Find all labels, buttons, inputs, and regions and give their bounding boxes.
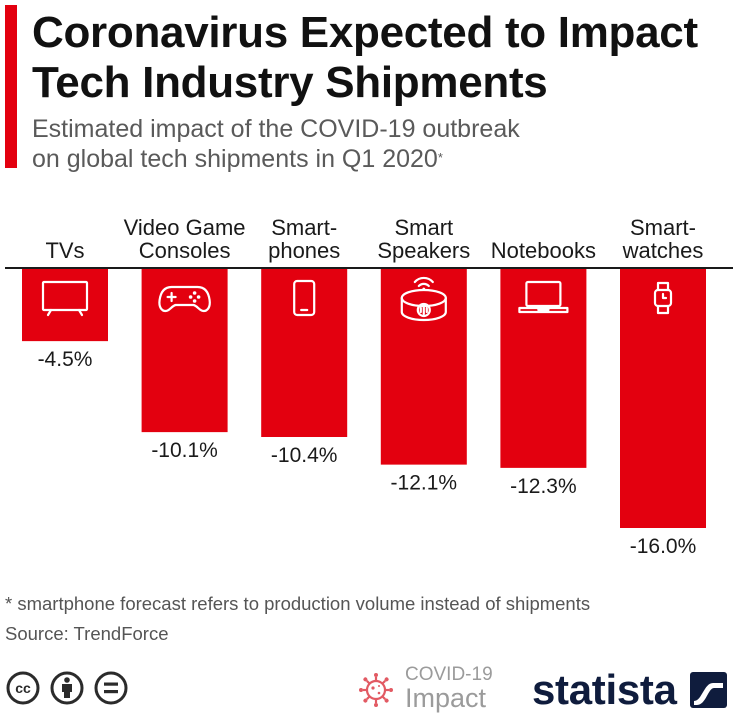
value-label: -12.3% <box>510 475 577 498</box>
bar <box>620 268 706 528</box>
chart-subtitle-text: on global tech shipments in Q1 2020 <box>32 145 438 173</box>
laptop-icon <box>518 280 569 314</box>
chart-title: Coronavirus Expected to Impact Tech Indu… <box>32 8 698 108</box>
bar <box>500 268 587 468</box>
category-label: watches <box>622 238 704 263</box>
chart-subtitle-line: Estimated impact of the COVID-19 outbrea… <box>32 115 520 143</box>
category-label: TVs <box>45 238 84 263</box>
gamepad-icon <box>158 285 211 313</box>
value-label: -10.4% <box>271 444 338 467</box>
category-label: Video Game <box>124 215 246 240</box>
no-derivatives-icon <box>94 671 128 705</box>
value-label: -12.1% <box>391 472 458 495</box>
statista-logo-icon <box>690 672 727 708</box>
category-label: Consoles <box>139 238 231 263</box>
bar <box>380 268 467 465</box>
category-label: Notebooks <box>491 238 596 263</box>
smartphone-icon <box>293 279 316 317</box>
tv-icon <box>41 280 89 317</box>
smartwatch-icon <box>653 281 673 315</box>
chart-title-line: Coronavirus Expected to Impact <box>32 8 698 57</box>
category-label: Speakers <box>377 238 470 263</box>
source-line: Source: TrendForce <box>5 623 169 644</box>
cc-icon-text: cc <box>15 680 31 696</box>
footnote-mark: * <box>437 150 443 165</box>
category-label: Smart- <box>630 215 696 240</box>
attribution-icon <box>50 671 84 705</box>
category-label: Smart- <box>271 215 337 240</box>
bar <box>261 268 348 437</box>
value-label: -10.1% <box>151 439 218 462</box>
covid-badge: COVID-19 Impact <box>405 664 493 713</box>
bar <box>22 268 108 342</box>
category-label: Smart <box>394 215 453 240</box>
brand-wordmark: statista <box>532 666 677 713</box>
accent-bar <box>5 5 17 168</box>
category-label: phones <box>268 238 340 263</box>
footnote: * smartphone forecast refers to producti… <box>5 593 591 614</box>
covid-badge-line2: Impact <box>405 683 487 713</box>
bar <box>141 268 228 433</box>
virus-icon <box>359 673 393 707</box>
license-icons: cc <box>6 671 128 705</box>
value-label: -16.0% <box>630 535 697 558</box>
chart-subtitle-line: on global tech shipments in Q1 2020* <box>32 144 520 174</box>
cc-icon: cc <box>6 671 40 705</box>
chart-subtitle: Estimated impact of the COVID-19 outbrea… <box>32 114 520 174</box>
smart-speaker-icon <box>400 276 447 322</box>
value-label: -4.5% <box>38 348 93 371</box>
covid-badge-line1: COVID-19 <box>405 664 493 685</box>
chart-title-line: Tech Industry Shipments <box>32 58 548 107</box>
